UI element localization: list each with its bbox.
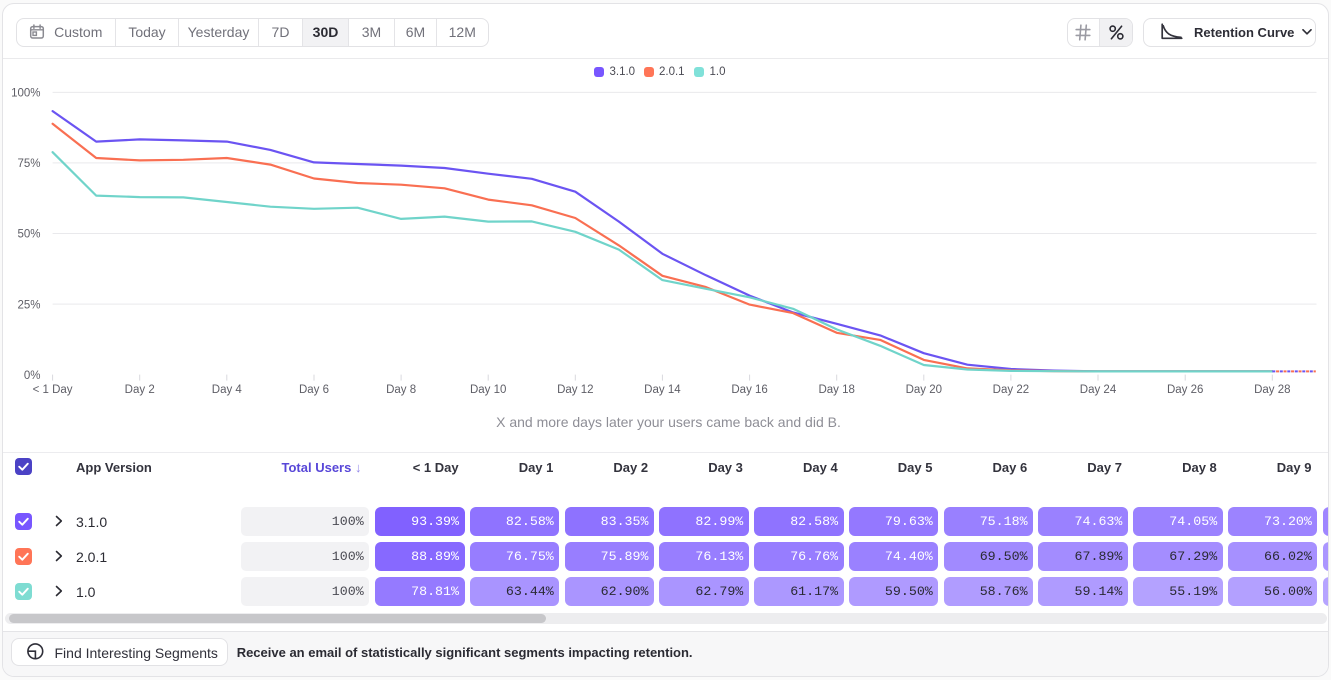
svg-text:Day 20: Day 20 — [906, 384, 942, 396]
svg-text:100%: 100% — [11, 88, 40, 100]
svg-text:Day 8: Day 8 — [386, 384, 416, 396]
svg-text:Day 16: Day 16 — [731, 384, 767, 396]
svg-text:Day 24: Day 24 — [1080, 384, 1117, 396]
svg-text:Day 14: Day 14 — [644, 384, 681, 396]
svg-text:Day 6: Day 6 — [299, 384, 329, 396]
svg-text:25%: 25% — [17, 299, 40, 311]
svg-text:Day 22: Day 22 — [993, 384, 1029, 396]
svg-text:Day 18: Day 18 — [818, 384, 854, 396]
svg-text:75%: 75% — [17, 158, 40, 170]
svg-text:Day 26: Day 26 — [1167, 384, 1203, 396]
svg-text:Day 2: Day 2 — [125, 384, 155, 396]
svg-text:0%: 0% — [24, 370, 41, 382]
svg-text:Day 4: Day 4 — [212, 384, 243, 396]
svg-text:Day 10: Day 10 — [470, 384, 506, 396]
svg-text:Day 12: Day 12 — [557, 384, 593, 396]
svg-text:< 1 Day: < 1 Day — [33, 384, 73, 396]
svg-text:Day 28: Day 28 — [1254, 384, 1290, 396]
svg-text:50%: 50% — [17, 229, 40, 241]
